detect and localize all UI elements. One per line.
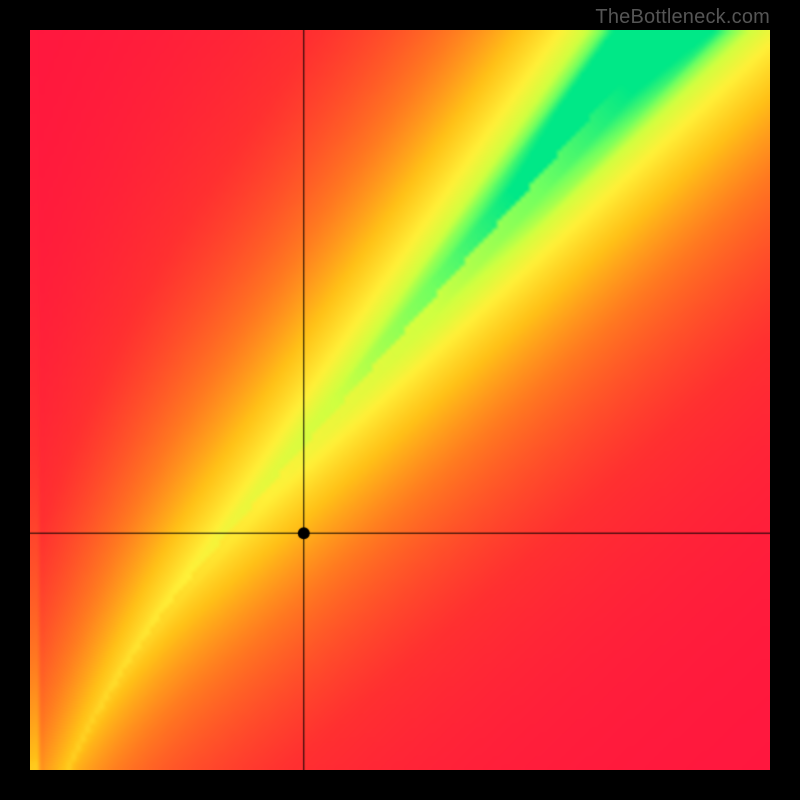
plot-area	[30, 30, 770, 770]
chart-container: TheBottleneck.com	[0, 0, 800, 800]
watermark-text: TheBottleneck.com	[595, 6, 770, 29]
heatmap-canvas	[30, 30, 770, 770]
